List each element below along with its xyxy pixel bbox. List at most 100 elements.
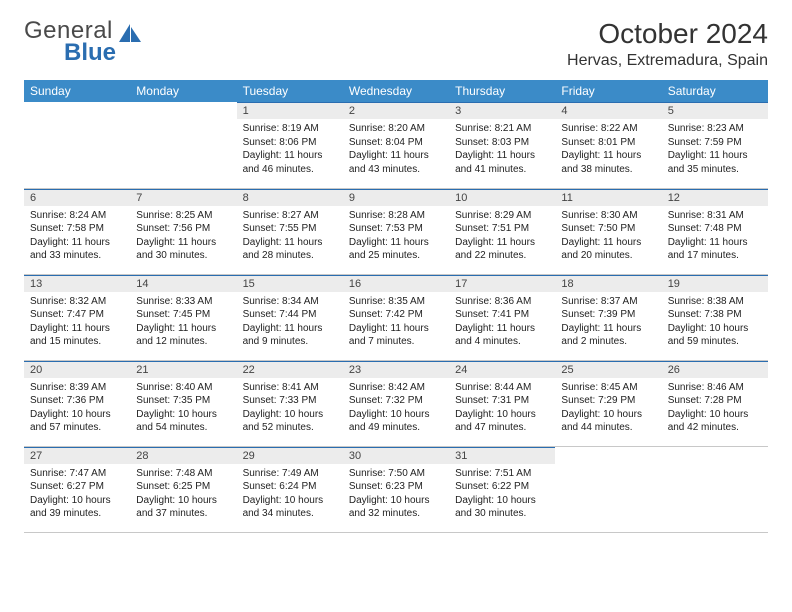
day-details: Sunrise: 8:45 AMSunset: 7:29 PMDaylight:… [555, 378, 661, 439]
day-cell: 24Sunrise: 8:44 AMSunset: 7:31 PMDayligh… [449, 360, 555, 446]
day-number: 16 [343, 275, 449, 292]
empty-cell [555, 446, 661, 532]
weekday-header-cell: Friday [555, 80, 661, 102]
day-details: Sunrise: 8:38 AMSunset: 7:38 PMDaylight:… [662, 292, 768, 353]
day-number: 30 [343, 447, 449, 464]
day-details: Sunrise: 8:44 AMSunset: 7:31 PMDaylight:… [449, 378, 555, 439]
day-number: 9 [343, 189, 449, 206]
day-cell: 14Sunrise: 8:33 AMSunset: 7:45 PMDayligh… [130, 274, 236, 360]
empty-cell [24, 102, 130, 188]
day-details: Sunrise: 8:23 AMSunset: 7:59 PMDaylight:… [662, 119, 768, 180]
day-number: 18 [555, 275, 661, 292]
day-number: 27 [24, 447, 130, 464]
weekday-header-cell: Wednesday [343, 80, 449, 102]
day-number: 2 [343, 102, 449, 119]
day-number: 14 [130, 275, 236, 292]
day-cell: 25Sunrise: 8:45 AMSunset: 7:29 PMDayligh… [555, 360, 661, 446]
day-details: Sunrise: 8:34 AMSunset: 7:44 PMDaylight:… [237, 292, 343, 353]
day-details: Sunrise: 7:49 AMSunset: 6:24 PMDaylight:… [237, 464, 343, 525]
calendar-row: 20Sunrise: 8:39 AMSunset: 7:36 PMDayligh… [24, 360, 768, 446]
day-details: Sunrise: 8:39 AMSunset: 7:36 PMDaylight:… [24, 378, 130, 439]
day-cell: 7Sunrise: 8:25 AMSunset: 7:56 PMDaylight… [130, 188, 236, 274]
calendar-row: 27Sunrise: 7:47 AMSunset: 6:27 PMDayligh… [24, 446, 768, 532]
day-cell: 19Sunrise: 8:38 AMSunset: 7:38 PMDayligh… [662, 274, 768, 360]
day-cell: 13Sunrise: 8:32 AMSunset: 7:47 PMDayligh… [24, 274, 130, 360]
day-cell: 18Sunrise: 8:37 AMSunset: 7:39 PMDayligh… [555, 274, 661, 360]
sail-icon [119, 22, 141, 40]
day-number: 8 [237, 189, 343, 206]
day-cell: 29Sunrise: 7:49 AMSunset: 6:24 PMDayligh… [237, 446, 343, 532]
weekday-header-cell: Thursday [449, 80, 555, 102]
day-cell: 17Sunrise: 8:36 AMSunset: 7:41 PMDayligh… [449, 274, 555, 360]
day-details: Sunrise: 8:28 AMSunset: 7:53 PMDaylight:… [343, 206, 449, 267]
weekday-header-cell: Tuesday [237, 80, 343, 102]
calendar-row: 1Sunrise: 8:19 AMSunset: 8:06 PMDaylight… [24, 102, 768, 188]
calendar-table: SundayMondayTuesdayWednesdayThursdayFrid… [24, 80, 768, 533]
title-block: October 2024 Hervas, Extremadura, Spain [567, 18, 768, 70]
day-cell: 12Sunrise: 8:31 AMSunset: 7:48 PMDayligh… [662, 188, 768, 274]
day-number: 6 [24, 189, 130, 206]
day-number: 22 [237, 361, 343, 378]
brand-logo: General Blue [24, 18, 141, 67]
weekday-header-cell: Monday [130, 80, 236, 102]
day-number: 23 [343, 361, 449, 378]
day-cell: 16Sunrise: 8:35 AMSunset: 7:42 PMDayligh… [343, 274, 449, 360]
day-cell: 4Sunrise: 8:22 AMSunset: 8:01 PMDaylight… [555, 102, 661, 188]
day-number: 4 [555, 102, 661, 119]
calendar-body: 1Sunrise: 8:19 AMSunset: 8:06 PMDaylight… [24, 102, 768, 532]
day-number: 7 [130, 189, 236, 206]
day-cell: 6Sunrise: 8:24 AMSunset: 7:58 PMDaylight… [24, 188, 130, 274]
empty-cell [130, 102, 236, 188]
day-details: Sunrise: 8:24 AMSunset: 7:58 PMDaylight:… [24, 206, 130, 267]
day-cell: 10Sunrise: 8:29 AMSunset: 7:51 PMDayligh… [449, 188, 555, 274]
day-details: Sunrise: 8:30 AMSunset: 7:50 PMDaylight:… [555, 206, 661, 267]
day-number: 15 [237, 275, 343, 292]
day-details: Sunrise: 8:33 AMSunset: 7:45 PMDaylight:… [130, 292, 236, 353]
day-details: Sunrise: 8:46 AMSunset: 7:28 PMDaylight:… [662, 378, 768, 439]
day-number: 31 [449, 447, 555, 464]
day-cell: 26Sunrise: 8:46 AMSunset: 7:28 PMDayligh… [662, 360, 768, 446]
day-number: 5 [662, 102, 768, 119]
day-details: Sunrise: 8:25 AMSunset: 7:56 PMDaylight:… [130, 206, 236, 267]
day-details: Sunrise: 8:27 AMSunset: 7:55 PMDaylight:… [237, 206, 343, 267]
day-number: 12 [662, 189, 768, 206]
day-number: 25 [555, 361, 661, 378]
day-details: Sunrise: 8:37 AMSunset: 7:39 PMDaylight:… [555, 292, 661, 353]
day-number: 19 [662, 275, 768, 292]
day-cell: 5Sunrise: 8:23 AMSunset: 7:59 PMDaylight… [662, 102, 768, 188]
day-cell: 20Sunrise: 8:39 AMSunset: 7:36 PMDayligh… [24, 360, 130, 446]
day-number: 10 [449, 189, 555, 206]
day-number: 13 [24, 275, 130, 292]
day-cell: 9Sunrise: 8:28 AMSunset: 7:53 PMDaylight… [343, 188, 449, 274]
day-details: Sunrise: 8:41 AMSunset: 7:33 PMDaylight:… [237, 378, 343, 439]
day-cell: 31Sunrise: 7:51 AMSunset: 6:22 PMDayligh… [449, 446, 555, 532]
weekday-header: SundayMondayTuesdayWednesdayThursdayFrid… [24, 80, 768, 102]
day-details: Sunrise: 8:20 AMSunset: 8:04 PMDaylight:… [343, 119, 449, 180]
location-label: Hervas, Extremadura, Spain [567, 52, 768, 70]
day-details: Sunrise: 8:19 AMSunset: 8:06 PMDaylight:… [237, 119, 343, 180]
day-number: 28 [130, 447, 236, 464]
weekday-header-cell: Sunday [24, 80, 130, 102]
day-cell: 27Sunrise: 7:47 AMSunset: 6:27 PMDayligh… [24, 446, 130, 532]
day-details: Sunrise: 8:31 AMSunset: 7:48 PMDaylight:… [662, 206, 768, 267]
day-details: Sunrise: 8:36 AMSunset: 7:41 PMDaylight:… [449, 292, 555, 353]
day-details: Sunrise: 8:32 AMSunset: 7:47 PMDaylight:… [24, 292, 130, 353]
day-cell: 30Sunrise: 7:50 AMSunset: 6:23 PMDayligh… [343, 446, 449, 532]
day-cell: 1Sunrise: 8:19 AMSunset: 8:06 PMDaylight… [237, 102, 343, 188]
day-cell: 28Sunrise: 7:48 AMSunset: 6:25 PMDayligh… [130, 446, 236, 532]
day-details: Sunrise: 8:42 AMSunset: 7:32 PMDaylight:… [343, 378, 449, 439]
day-cell: 21Sunrise: 8:40 AMSunset: 7:35 PMDayligh… [130, 360, 236, 446]
calendar-row: 6Sunrise: 8:24 AMSunset: 7:58 PMDaylight… [24, 188, 768, 274]
day-details: Sunrise: 8:21 AMSunset: 8:03 PMDaylight:… [449, 119, 555, 180]
weekday-header-cell: Saturday [662, 80, 768, 102]
day-details: Sunrise: 8:22 AMSunset: 8:01 PMDaylight:… [555, 119, 661, 180]
day-number: 21 [130, 361, 236, 378]
day-number: 24 [449, 361, 555, 378]
day-number: 11 [555, 189, 661, 206]
day-details: Sunrise: 7:50 AMSunset: 6:23 PMDaylight:… [343, 464, 449, 525]
day-cell: 2Sunrise: 8:20 AMSunset: 8:04 PMDaylight… [343, 102, 449, 188]
day-details: Sunrise: 8:29 AMSunset: 7:51 PMDaylight:… [449, 206, 555, 267]
day-cell: 3Sunrise: 8:21 AMSunset: 8:03 PMDaylight… [449, 102, 555, 188]
day-details: Sunrise: 7:48 AMSunset: 6:25 PMDaylight:… [130, 464, 236, 525]
day-cell: 11Sunrise: 8:30 AMSunset: 7:50 PMDayligh… [555, 188, 661, 274]
